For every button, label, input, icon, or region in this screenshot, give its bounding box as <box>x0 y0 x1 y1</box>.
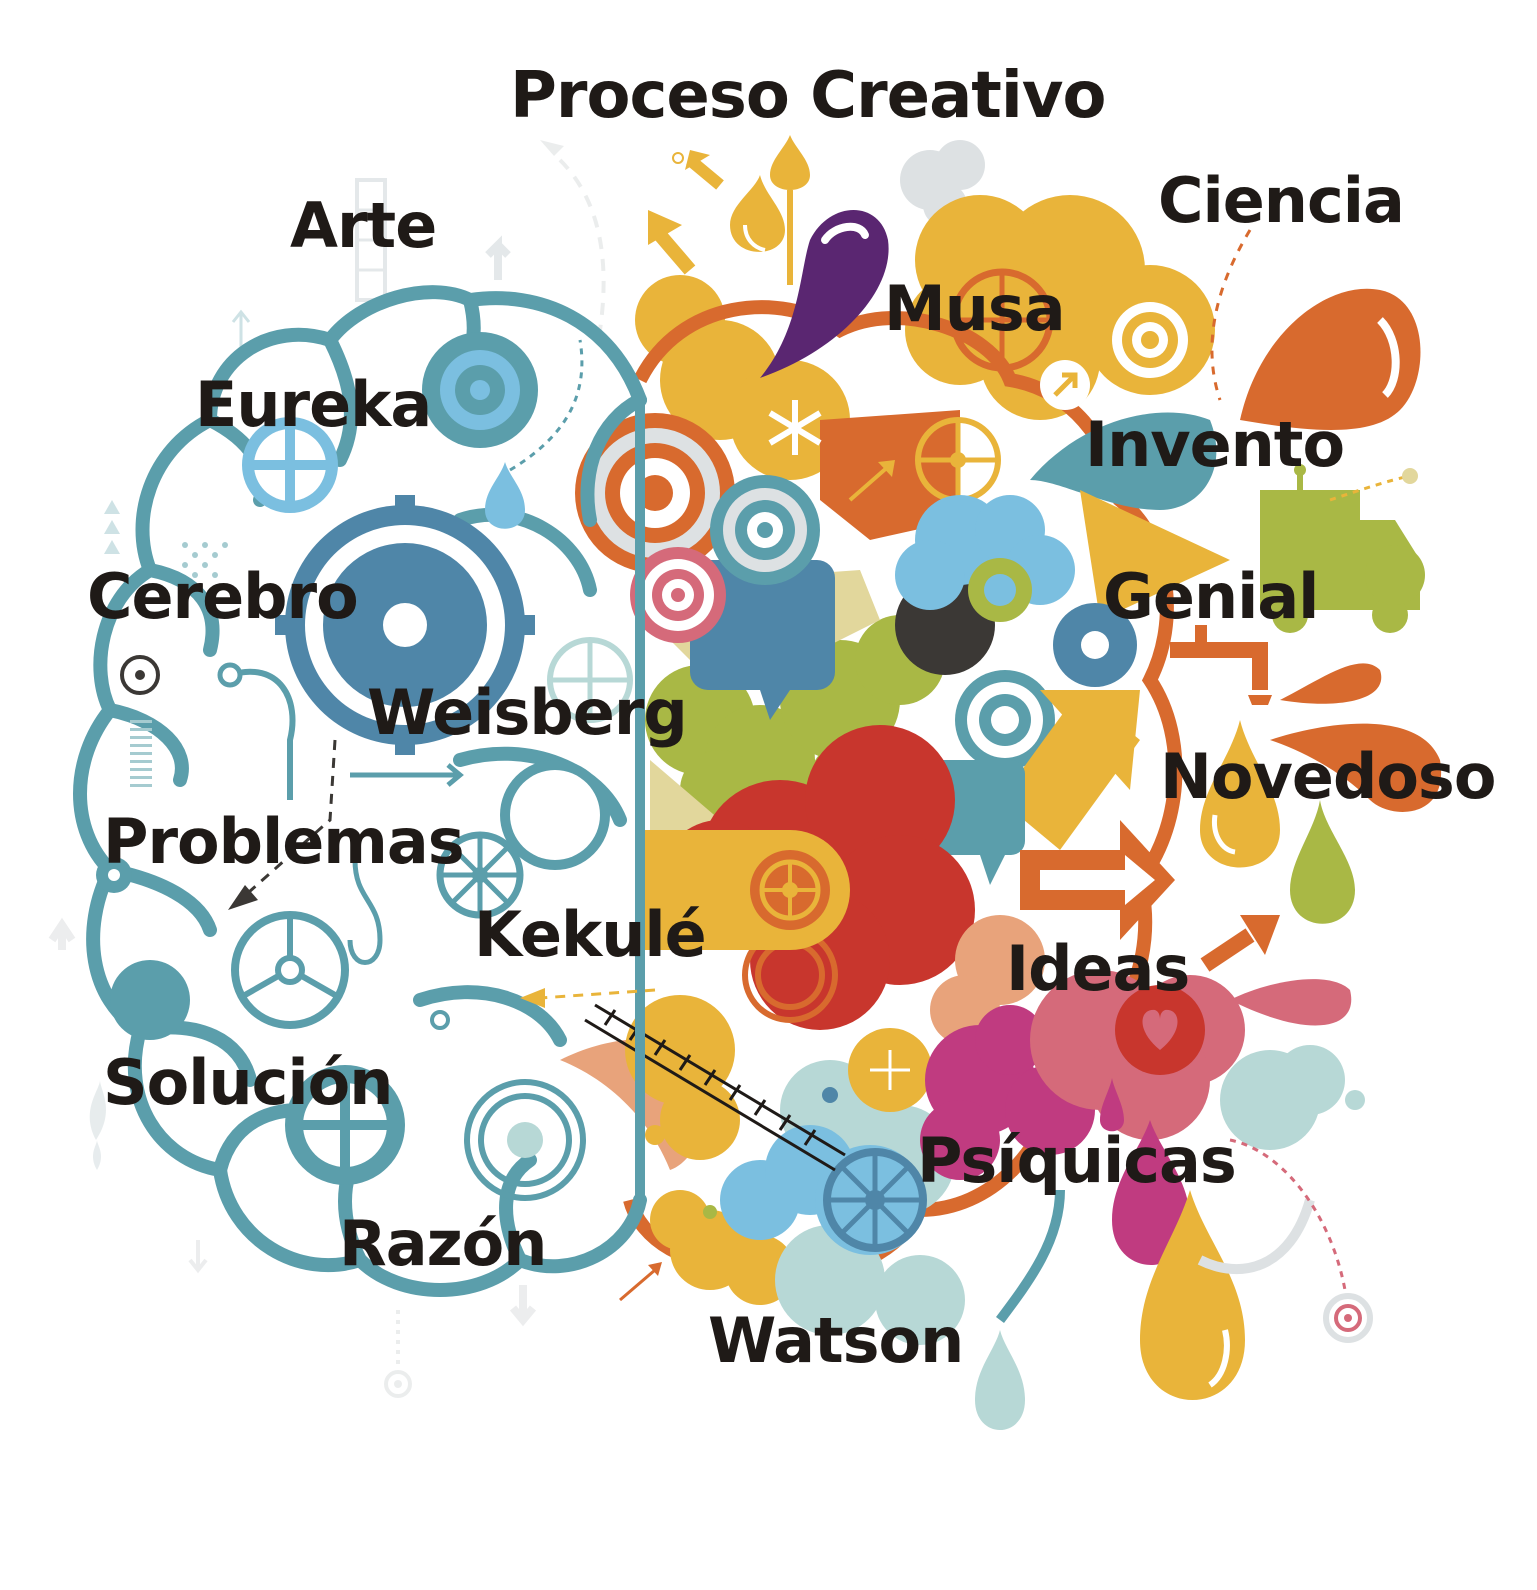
word-solucion: Solución <box>103 1046 393 1119</box>
right-hemisphere-shapes <box>560 135 1442 1430</box>
wheel-icon <box>231 911 349 1029</box>
page-title: Proceso Creativo <box>510 59 1106 133</box>
gear-icon <box>422 332 538 448</box>
gear-icon <box>500 760 610 870</box>
word-genial: Genial <box>1103 560 1319 633</box>
gear-icon <box>96 655 160 893</box>
word-kekule: Kekulé <box>474 898 707 971</box>
gear-icon <box>285 1065 405 1185</box>
wheel-icon <box>436 831 524 919</box>
word-weisberg: Weisberg <box>367 676 688 749</box>
drop-icon <box>485 462 525 529</box>
word-ideas: Ideas <box>1006 932 1190 1005</box>
word-razon: Razón <box>339 1207 547 1280</box>
word-eureka: Eureka <box>195 368 432 441</box>
word-invento: Invento <box>1085 408 1345 481</box>
background-decorations <box>48 140 606 1398</box>
word-psiquicas: Psíquicas <box>917 1124 1237 1197</box>
wheel-icon <box>547 637 633 723</box>
word-cerebro: Cerebro <box>87 560 359 633</box>
word-novedoso: Novedoso <box>1160 740 1496 813</box>
target-icon <box>464 1079 586 1201</box>
word-arte: Arte <box>290 189 437 262</box>
gear-icon <box>110 960 190 1040</box>
word-watson: Watson <box>708 1304 964 1377</box>
wheel-icon <box>242 417 338 513</box>
gear-icon <box>275 495 535 755</box>
word-problemas: Problemas <box>103 805 465 878</box>
word-musa: Musa <box>884 272 1066 345</box>
word-ciencia: Ciencia <box>1158 164 1405 237</box>
gears <box>96 332 656 1201</box>
